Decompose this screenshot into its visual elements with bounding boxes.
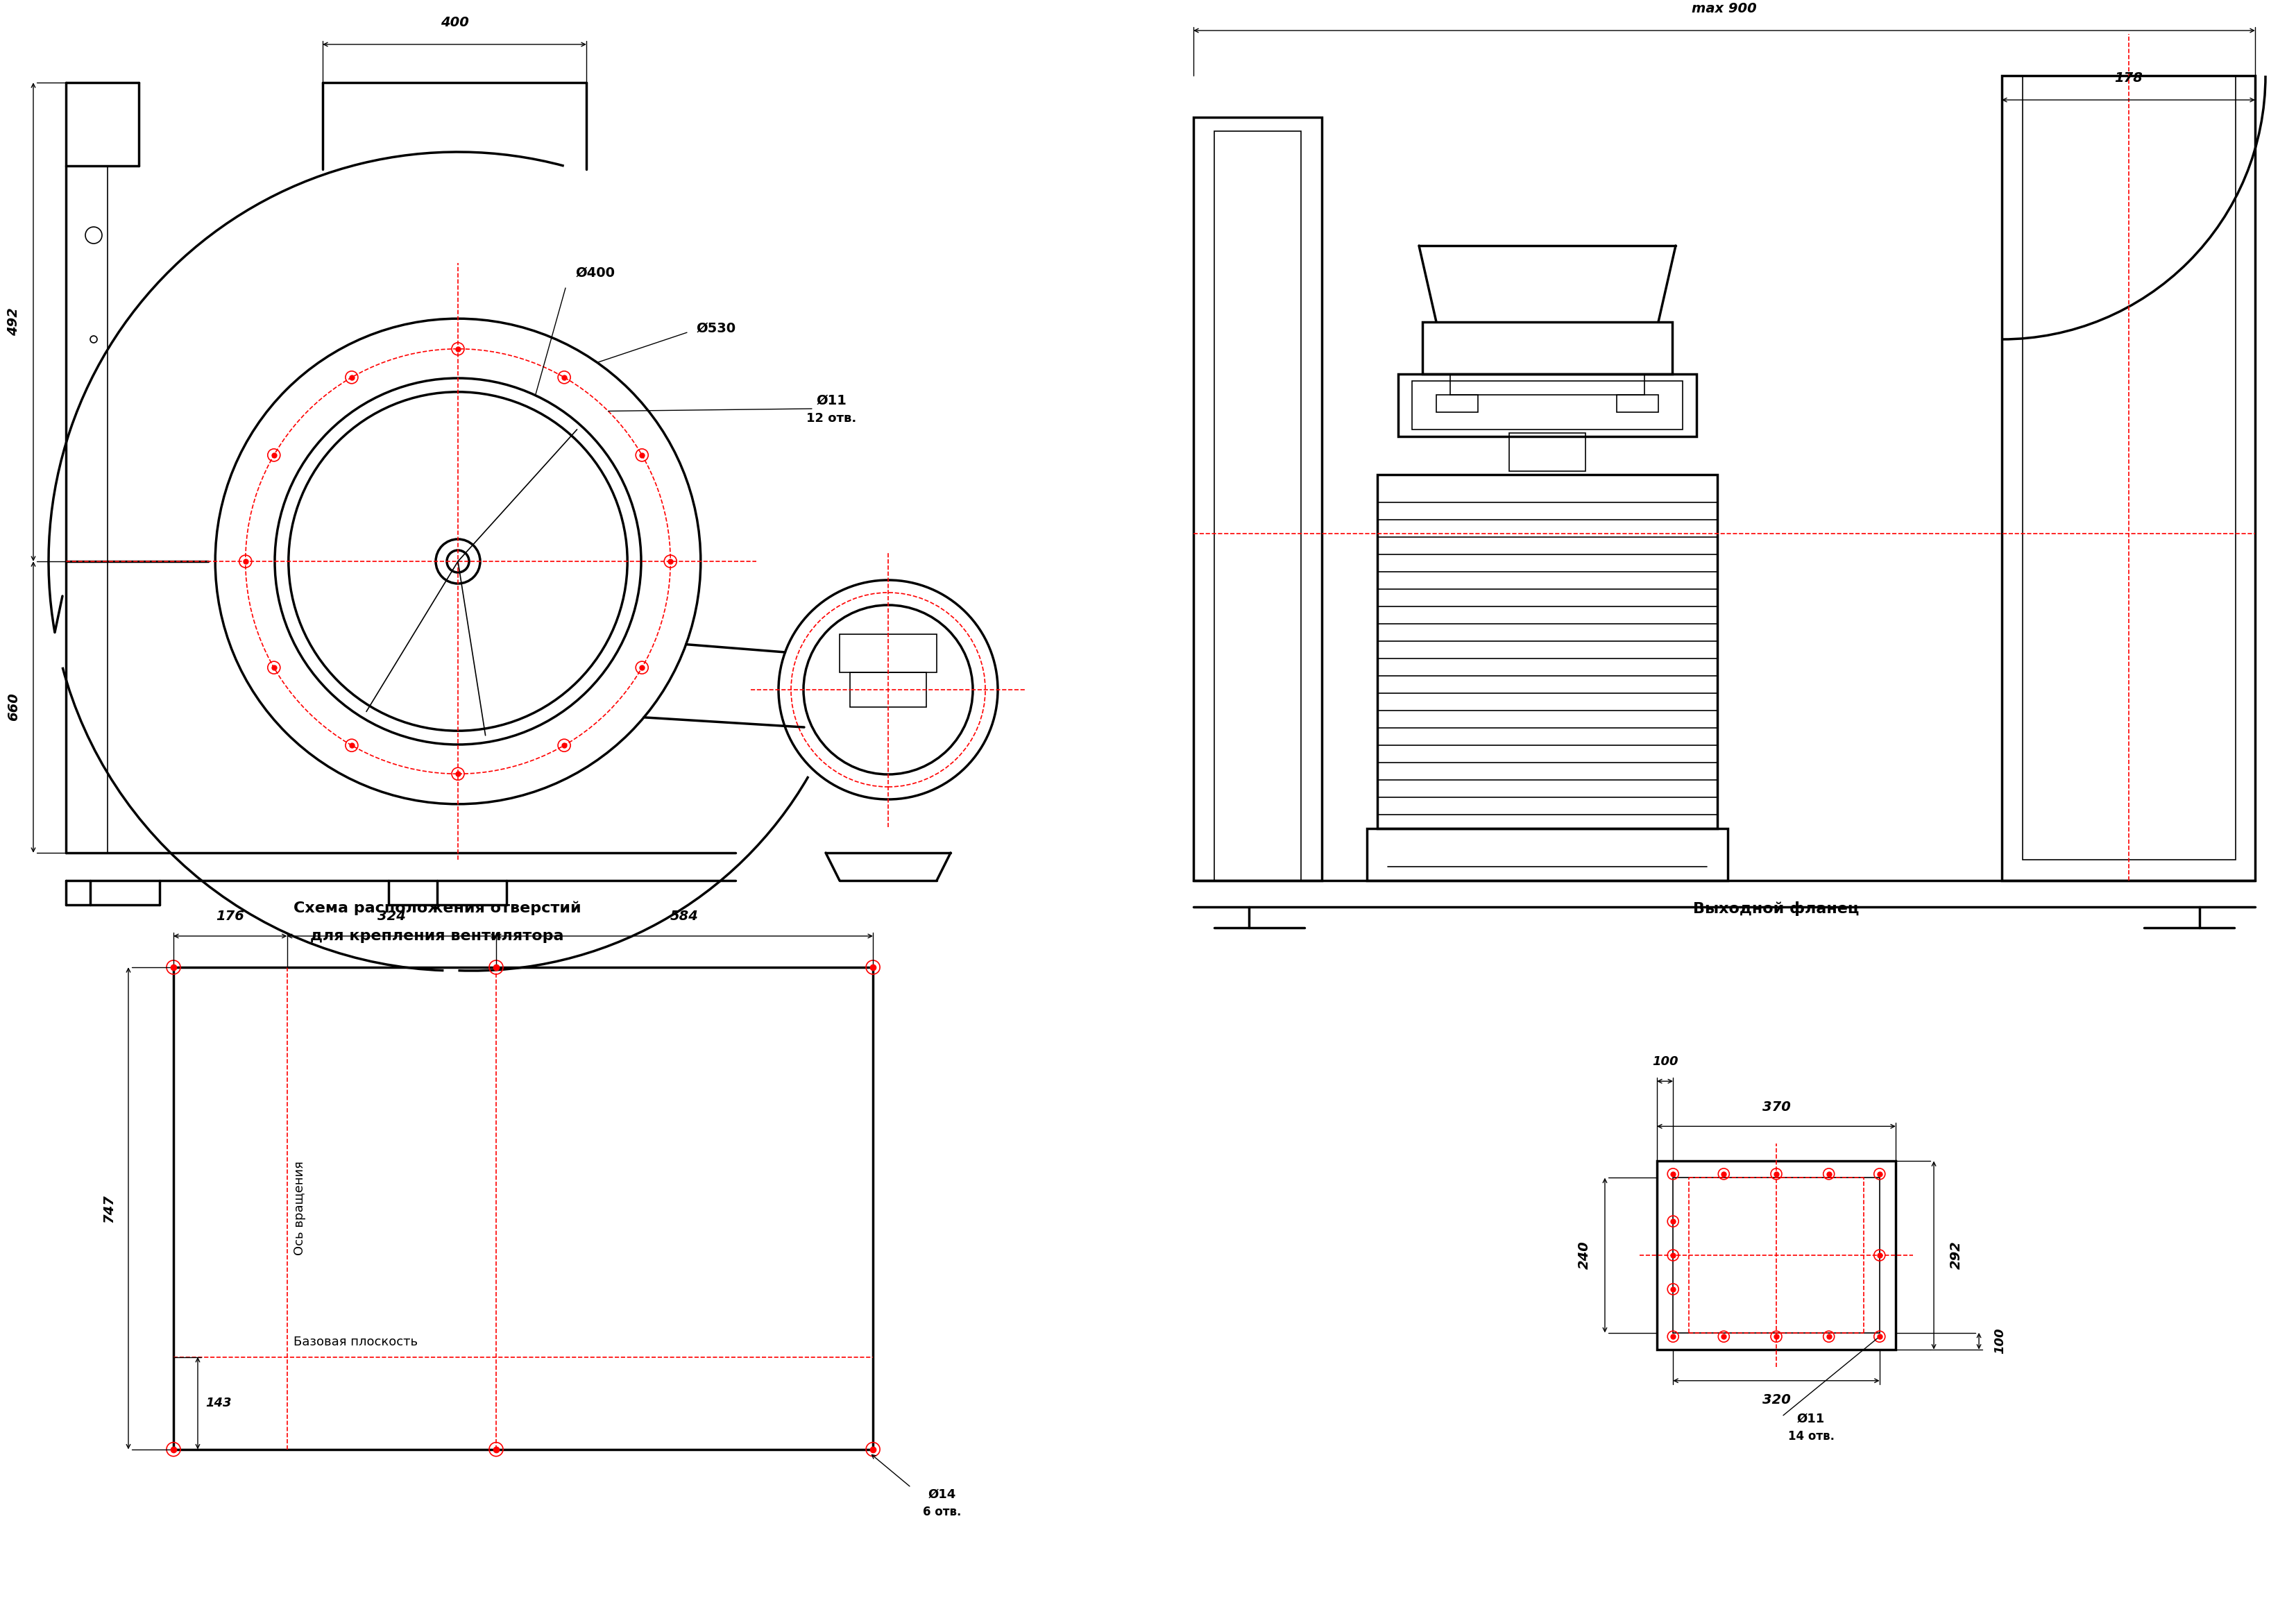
Text: Ø400: Ø400 <box>576 266 615 279</box>
Text: Ø530: Ø530 <box>696 321 737 334</box>
Text: 747: 747 <box>103 1195 115 1222</box>
Bar <box>1437 394 1479 412</box>
Bar <box>1451 373 1644 394</box>
Text: 14 отв.: 14 отв. <box>1789 1430 1835 1443</box>
Bar <box>1194 117 1322 881</box>
Text: 178: 178 <box>2115 71 2142 84</box>
Bar <box>2002 76 2255 881</box>
Text: 292: 292 <box>1949 1242 1963 1269</box>
Bar <box>850 672 925 708</box>
Bar <box>1658 1160 1896 1349</box>
Bar <box>1674 1178 1880 1332</box>
Bar <box>2023 76 2236 860</box>
Text: 320: 320 <box>1761 1394 1791 1407</box>
Bar <box>1378 474 1717 828</box>
Text: 100: 100 <box>1993 1328 2007 1354</box>
Text: 100: 100 <box>1651 1055 1678 1068</box>
Text: Базовая плоскость: Базовая плоскость <box>294 1336 418 1349</box>
Bar <box>1398 373 1697 437</box>
Text: Ø11: Ø11 <box>1798 1412 1825 1425</box>
Text: Выходной фланец: Выходной фланец <box>1692 901 1860 915</box>
Bar <box>1424 321 1671 373</box>
Text: 176: 176 <box>216 911 243 923</box>
Text: 584: 584 <box>670 911 698 923</box>
Text: Ø14: Ø14 <box>928 1488 957 1501</box>
Bar <box>1215 131 1302 881</box>
Text: Схема расположения отверстий: Схема расположения отверстий <box>294 901 581 915</box>
Text: 370: 370 <box>1761 1100 1791 1113</box>
Text: 400: 400 <box>441 16 468 29</box>
Bar <box>1366 828 1727 881</box>
Text: 660: 660 <box>7 693 21 721</box>
Text: 12 отв.: 12 отв. <box>806 412 856 425</box>
Text: для крепления вентилятора: для крепления вентилятора <box>310 928 565 943</box>
Text: max 900: max 900 <box>1692 2 1756 15</box>
Text: 492: 492 <box>7 308 21 336</box>
Text: 6 отв.: 6 отв. <box>923 1506 962 1518</box>
Bar <box>1412 381 1683 430</box>
Bar <box>1616 394 1658 412</box>
Bar <box>1508 433 1587 471</box>
Text: Ось вращения: Ось вращения <box>294 1160 305 1256</box>
Text: 324: 324 <box>377 911 406 923</box>
Bar <box>840 635 937 672</box>
Text: Ø11: Ø11 <box>815 394 847 407</box>
Bar <box>174 967 872 1449</box>
Text: 143: 143 <box>207 1397 232 1409</box>
Text: 240: 240 <box>1577 1242 1591 1269</box>
